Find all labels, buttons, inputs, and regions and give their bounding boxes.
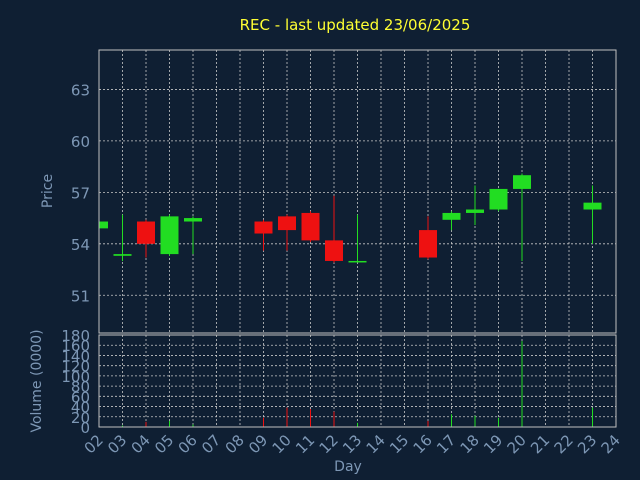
price-tick-label: 63	[71, 81, 90, 99]
x-tick-label: 19	[480, 431, 506, 457]
candle-body	[99, 221, 108, 229]
price-tick-label: 57	[71, 184, 90, 202]
x-axis-label: Day	[334, 459, 362, 475]
x-tick-label: 09	[245, 431, 271, 457]
volume-tick-label: 100	[61, 368, 90, 386]
x-tick-label: 14	[363, 431, 389, 457]
x-tick-label: 04	[128, 431, 154, 457]
volume-tick-label: 160	[61, 337, 90, 355]
x-tick-label: 21	[527, 431, 553, 457]
x-tick-label: 22	[551, 431, 577, 457]
volume-tick-label: 80	[71, 378, 90, 396]
chart-title: REC - last updated 23/06/2025	[240, 16, 471, 34]
x-ticks: 0203040506070809101112131415161718192021…	[81, 431, 624, 457]
price-tick-label: 54	[71, 236, 90, 254]
candle-body	[325, 240, 343, 261]
volume-bars	[122, 341, 593, 427]
volume-tick-label: 20	[71, 409, 90, 427]
x-tick-label: 17	[433, 431, 459, 457]
x-tick-label: 16	[410, 431, 436, 457]
x-tick-label: 03	[104, 431, 130, 457]
volume-tick-label: 40	[71, 399, 90, 417]
x-tick-label: 12	[316, 431, 342, 457]
price-y-ticks: 51 54 57 60 63	[71, 81, 90, 305]
x-tick-label: 08	[222, 431, 248, 457]
x-tick-label: 07	[198, 431, 224, 457]
candle-body	[160, 216, 179, 255]
candle-body	[489, 188, 508, 210]
x-tick-label: 24	[598, 431, 624, 457]
x-tick-label: 18	[457, 431, 483, 457]
price-grid	[99, 50, 616, 333]
candle-body	[348, 260, 367, 263]
candle-body	[254, 221, 273, 234]
price-plot-frame	[98, 49, 617, 334]
x-tick-label: 11	[292, 431, 318, 457]
candle-body	[583, 202, 602, 210]
price-tick-label: 51	[71, 287, 90, 305]
candle-body	[301, 212, 320, 241]
candle-body	[278, 216, 296, 231]
x-tick-label: 15	[386, 431, 412, 457]
price-tick-label: 60	[71, 133, 90, 151]
volume-tick-label: 180	[61, 327, 90, 345]
volume-tick-label: 0	[80, 419, 90, 437]
candle-body	[442, 212, 461, 220]
x-tick-label: 06	[175, 431, 201, 457]
price-candles	[98, 173, 602, 263]
candle-body	[113, 254, 132, 256]
x-tick-label: 23	[574, 431, 600, 457]
volume-tick-label: 60	[71, 388, 90, 406]
price-axis-label: Price	[40, 174, 56, 208]
candle-body	[184, 218, 202, 222]
x-tick-label: 10	[269, 431, 295, 457]
x-tick-label: 20	[504, 431, 530, 457]
candle-body	[513, 175, 531, 189]
candle-body	[466, 209, 484, 213]
volume-plot-frame	[98, 334, 617, 428]
price-panel: 51 54 57 60 63 Price	[40, 49, 617, 334]
volume-axis-label: Volume (0000)	[29, 329, 45, 432]
x-tick-label: 05	[151, 431, 177, 457]
candle-body	[137, 221, 155, 244]
volume-grid	[99, 334, 616, 428]
volume-tick-label: 140	[61, 347, 90, 365]
x-tick-label: 13	[339, 431, 365, 457]
volume-tick-label: 120	[61, 358, 90, 376]
candle-body	[419, 230, 437, 258]
